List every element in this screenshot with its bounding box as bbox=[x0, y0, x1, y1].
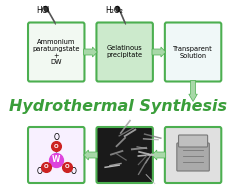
Text: O: O bbox=[70, 167, 76, 176]
Ellipse shape bbox=[44, 6, 48, 12]
FancyArrow shape bbox=[84, 150, 97, 160]
FancyBboxPatch shape bbox=[178, 135, 208, 147]
Text: Hydrothermal Synthesis: Hydrothermal Synthesis bbox=[9, 99, 227, 115]
Text: Ammonium
paratungstate
+
DW: Ammonium paratungstate + DW bbox=[32, 39, 80, 66]
Text: W: W bbox=[52, 156, 60, 164]
FancyArrow shape bbox=[189, 81, 197, 101]
FancyBboxPatch shape bbox=[28, 22, 84, 81]
Text: O: O bbox=[54, 143, 59, 149]
Text: Gelatinous
precipitate: Gelatinous precipitate bbox=[107, 46, 143, 59]
FancyBboxPatch shape bbox=[165, 127, 221, 183]
FancyBboxPatch shape bbox=[96, 22, 153, 81]
FancyBboxPatch shape bbox=[177, 143, 209, 171]
Text: O: O bbox=[36, 167, 42, 176]
FancyBboxPatch shape bbox=[165, 22, 221, 81]
Text: H₂O₂: H₂O₂ bbox=[105, 6, 123, 15]
FancyBboxPatch shape bbox=[96, 127, 153, 183]
Text: O: O bbox=[44, 164, 48, 170]
Ellipse shape bbox=[116, 6, 120, 12]
FancyArrow shape bbox=[152, 150, 166, 160]
Text: O: O bbox=[53, 132, 59, 142]
FancyArrow shape bbox=[152, 47, 166, 57]
FancyBboxPatch shape bbox=[28, 127, 84, 183]
FancyArrow shape bbox=[84, 47, 97, 57]
Text: HCl: HCl bbox=[36, 6, 49, 15]
Text: O: O bbox=[64, 164, 69, 170]
Text: Transparent
Solution: Transparent Solution bbox=[173, 46, 213, 59]
